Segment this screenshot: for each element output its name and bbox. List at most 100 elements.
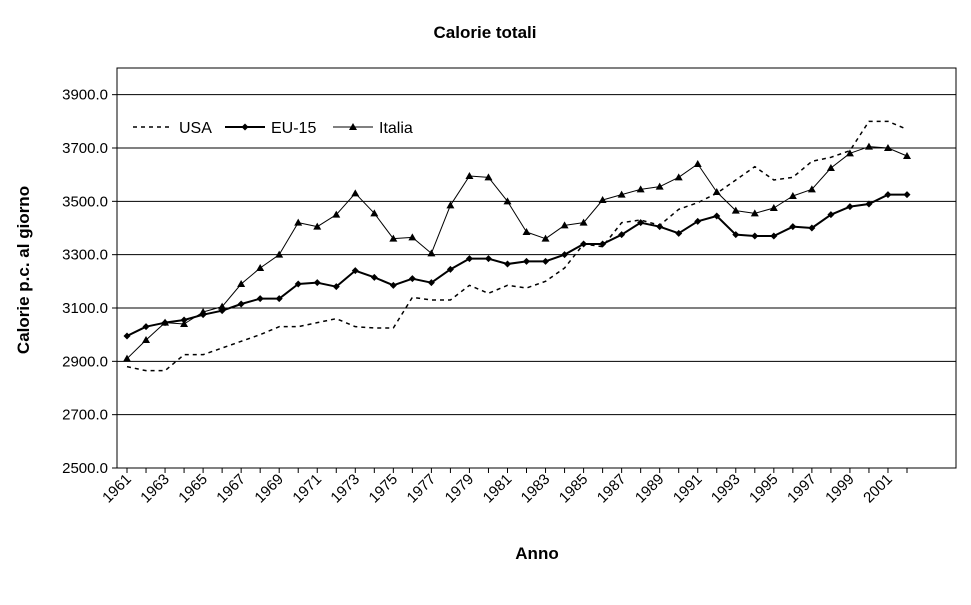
x-axis-title: Anno bbox=[515, 544, 558, 563]
legend-italia-label: Italia bbox=[379, 120, 413, 137]
data-point-eu15 bbox=[827, 211, 835, 219]
data-point-italia bbox=[142, 336, 151, 343]
data-point-italia bbox=[579, 218, 588, 226]
data-point-italia bbox=[180, 320, 189, 327]
series-line-eu15 bbox=[126, 193, 907, 337]
data-point-italia bbox=[541, 234, 550, 242]
data-point-italia bbox=[256, 264, 265, 271]
data-point-eu15 bbox=[637, 219, 645, 227]
data-point-eu15 bbox=[618, 231, 626, 239]
data-point-italia bbox=[712, 188, 721, 195]
data-point-italia bbox=[883, 144, 892, 151]
data-point-italia bbox=[484, 173, 493, 181]
data-point-italia bbox=[161, 318, 170, 326]
data-point-italia bbox=[123, 354, 131, 362]
data-point-eu15 bbox=[332, 283, 340, 291]
data-point-eu15 bbox=[256, 295, 264, 303]
data-point-eu15 bbox=[237, 300, 245, 308]
data-point-italia bbox=[522, 228, 531, 235]
data-point-eu15 bbox=[770, 232, 778, 240]
data-point-italia bbox=[750, 209, 759, 217]
data-point-italia bbox=[903, 152, 911, 159]
y-tick-label: 2700.0 bbox=[62, 407, 108, 424]
y-tick-label: 3500.0 bbox=[62, 193, 108, 210]
chart-title: Calorie totali bbox=[434, 23, 537, 42]
data-point-eu15 bbox=[865, 200, 873, 208]
data-point-italia bbox=[218, 302, 227, 310]
y-tick-label: 3700.0 bbox=[62, 140, 108, 157]
x-tick-label: 1973 bbox=[328, 471, 364, 507]
y-tick-label: 3300.0 bbox=[62, 247, 108, 264]
data-point-italia bbox=[275, 250, 284, 258]
x-tick-label: 1993 bbox=[708, 471, 744, 507]
series-lines bbox=[123, 120, 911, 372]
data-point-italia bbox=[370, 209, 379, 217]
y-tick-label: 2500.0 bbox=[62, 460, 108, 477]
x-tick-label: 1985 bbox=[556, 471, 592, 507]
data-point-eu15 bbox=[903, 191, 911, 199]
data-point-italia bbox=[294, 218, 303, 226]
data-point-eu15 bbox=[542, 257, 550, 265]
data-point-eu15 bbox=[389, 281, 397, 289]
x-axis-ticks: 1961 1963 1965 1967 1969 1971 1973 1975 1977 1979… bbox=[99, 468, 908, 507]
data-point-eu15 bbox=[503, 260, 511, 268]
x-tick-label: 2001 bbox=[860, 471, 896, 507]
data-point-eu15 bbox=[523, 257, 531, 265]
legend-eu15-label: EU-15 bbox=[271, 120, 316, 137]
data-point-italia bbox=[237, 280, 246, 287]
data-point-eu15 bbox=[732, 231, 740, 239]
legend-italia-marker bbox=[349, 123, 357, 130]
data-point-italia bbox=[674, 173, 683, 181]
x-tick-label: 1979 bbox=[442, 471, 478, 507]
data-point-eu15 bbox=[561, 251, 569, 259]
y-axis-title: Calorie p.c. al giorno bbox=[14, 186, 33, 354]
data-point-eu15 bbox=[465, 255, 473, 263]
data-point-italia bbox=[617, 190, 626, 198]
data-point-italia bbox=[693, 160, 702, 167]
data-point-eu15 bbox=[808, 224, 816, 232]
data-point-italia bbox=[788, 192, 797, 199]
x-tick-label: 1995 bbox=[746, 471, 782, 507]
y-tick-label: 3100.0 bbox=[62, 300, 108, 317]
legend-eu15-marker bbox=[241, 123, 249, 131]
x-tick-label: 1981 bbox=[480, 471, 516, 507]
data-point-eu15 bbox=[408, 275, 416, 283]
x-tick-label: 1987 bbox=[594, 471, 630, 507]
y-tick-label: 3900.0 bbox=[62, 87, 108, 104]
data-point-italia bbox=[446, 201, 455, 209]
data-point-italia bbox=[408, 233, 417, 241]
plot-area-frame bbox=[116, 67, 957, 469]
data-point-eu15 bbox=[446, 265, 454, 273]
x-tick-label: 1969 bbox=[251, 471, 287, 507]
data-point-italia bbox=[427, 249, 436, 257]
x-tick-label: 1983 bbox=[518, 471, 554, 507]
data-point-italia bbox=[313, 222, 322, 230]
data-point-eu15 bbox=[713, 212, 721, 220]
x-tick-label: 1977 bbox=[404, 471, 440, 507]
series-line-usa bbox=[126, 120, 908, 372]
y-axis-ticks: 2500.0 2700.0 2900.0 3100.0 3300.0 3500.0 3700… bbox=[62, 87, 117, 477]
data-point-eu15 bbox=[789, 223, 797, 231]
x-tick-label: 1999 bbox=[822, 471, 858, 507]
data-point-italia bbox=[332, 210, 341, 218]
data-point-eu15 bbox=[846, 203, 854, 211]
data-point-eu15 bbox=[275, 295, 283, 303]
data-point-eu15 bbox=[580, 240, 588, 248]
data-point-eu15 bbox=[484, 255, 492, 263]
data-point-eu15 bbox=[675, 229, 683, 237]
data-point-eu15 bbox=[884, 191, 892, 199]
data-point-italia bbox=[807, 185, 816, 193]
x-tick-label: 1965 bbox=[175, 471, 211, 507]
gridlines bbox=[117, 94, 956, 416]
data-point-eu15 bbox=[351, 267, 359, 275]
x-tick-label: 1989 bbox=[632, 471, 668, 507]
data-point-italia bbox=[351, 189, 360, 197]
legend: USA EU-15 Italia bbox=[133, 120, 413, 137]
data-point-italia bbox=[845, 149, 854, 157]
data-point-italia bbox=[655, 182, 664, 190]
y-tick-label: 2900.0 bbox=[62, 353, 108, 370]
legend-usa-label: USA bbox=[179, 120, 212, 137]
data-point-italia bbox=[826, 164, 835, 171]
data-point-eu15 bbox=[294, 280, 302, 288]
